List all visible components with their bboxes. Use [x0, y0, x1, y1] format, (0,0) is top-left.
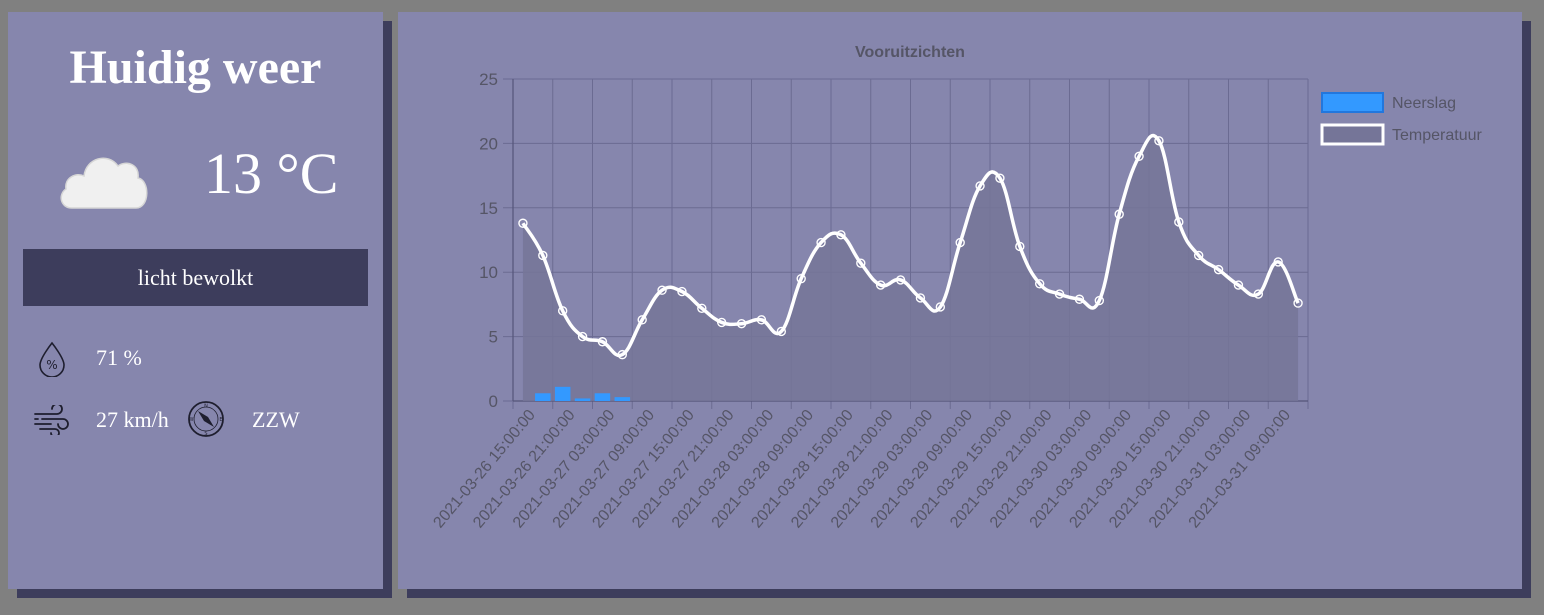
weather-description: licht bewolkt: [23, 249, 368, 306]
temperature-point: [1154, 136, 1164, 146]
y-tick-label: 25: [479, 70, 498, 89]
temperature-point: [617, 349, 628, 360]
wind-direction-value: ZZW: [252, 407, 300, 432]
y-tick-label: 20: [479, 134, 498, 153]
y-tick-label: 15: [479, 199, 498, 218]
chart-title: Vooruitzichten: [855, 44, 965, 61]
temperature-point: [935, 302, 946, 312]
temperature-point: [1094, 295, 1105, 306]
chart-legend[interactable]: Neerslag Temperatuur: [1320, 92, 1482, 146]
temperature-point: [816, 237, 826, 248]
temperature-point: [577, 331, 588, 342]
temperature-point: [637, 315, 647, 325]
temperature-point: [657, 285, 667, 295]
temperature-point: [1134, 151, 1144, 161]
precipitation-bar: [594, 393, 611, 401]
humidity-drop-icon: %: [39, 341, 65, 377]
temperature-point: [1174, 217, 1184, 227]
temperature-point: [1253, 289, 1264, 299]
temperature-value: 13 °C: [204, 141, 339, 206]
temperature-point: [776, 326, 787, 337]
svg-text:W: W: [189, 417, 194, 423]
compass-icon: N S W E: [188, 401, 224, 437]
temperature-point: [875, 280, 886, 290]
legend-swatch-temperatuur[interactable]: [1320, 123, 1385, 146]
precipitation-bar: [614, 397, 631, 401]
temperature-point: [1034, 279, 1045, 289]
precipitation-bar: [554, 386, 571, 401]
temperature-point: [796, 273, 806, 284]
precipitation-bar: [535, 393, 551, 401]
legend-swatch-neerslag[interactable]: [1321, 92, 1384, 113]
temperature-point: [895, 275, 906, 285]
forecast-panel: Vooruitzichten 0 5 10 15 20 25 2021-03-26 15:…: [398, 12, 1522, 589]
wind-icon: [34, 405, 69, 435]
temperature-point: [677, 286, 687, 297]
temperature-point: [697, 303, 707, 313]
temperature-point: [915, 293, 926, 303]
svg-text:E: E: [219, 417, 222, 423]
temperature-point: [995, 173, 1005, 183]
svg-text:S: S: [204, 431, 207, 437]
y-tick-label: 0: [489, 392, 498, 411]
panel-title: Huidig weer: [69, 41, 322, 94]
temperature-point: [756, 315, 767, 325]
temperature-area: [522, 135, 1299, 401]
legend-label-neerslag[interactable]: Neerslag: [1392, 95, 1456, 112]
temperature-point: [538, 250, 548, 261]
temperature-point: [1273, 257, 1283, 267]
temperature-point: [1114, 209, 1124, 219]
temperature-point: [716, 317, 727, 328]
legend-label-temperatuur[interactable]: Temperatuur: [1392, 127, 1482, 144]
temperature-point: [518, 218, 528, 228]
temperature-point: [975, 181, 985, 191]
temperature-point: [1233, 280, 1244, 290]
temperature-point: [1293, 298, 1303, 308]
temperature-point: [1213, 264, 1224, 275]
temperature-point: [557, 306, 568, 316]
temperature-point: [1074, 294, 1085, 304]
temperature-point: [597, 337, 608, 347]
wind-speed-value: 27 km/h: [96, 407, 169, 432]
temperature-point: [856, 258, 866, 268]
svg-text:%: %: [46, 358, 57, 372]
y-tick-label: 10: [479, 263, 498, 282]
temperature-point: [955, 237, 965, 248]
current-weather-panel: Huidig weer 13 °C licht bewolkt % 71 % 2…: [8, 12, 383, 589]
temperature-point: [1054, 289, 1065, 299]
temperature-point: [1015, 241, 1025, 252]
temperature-point: [836, 230, 846, 240]
temperature-point: [736, 319, 747, 329]
y-tick-label: 5: [489, 328, 498, 347]
cloud-icon: [60, 157, 148, 209]
humidity-value: 71 %: [96, 345, 142, 370]
svg-text:N: N: [204, 404, 208, 410]
temperature-point: [1193, 250, 1204, 261]
precipitation-bar: [574, 398, 591, 401]
